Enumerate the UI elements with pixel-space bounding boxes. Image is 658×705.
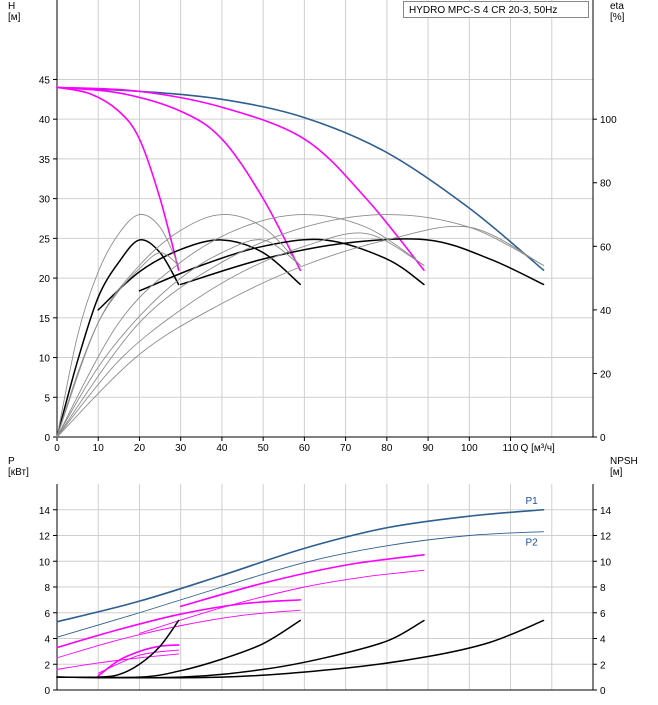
y2-axis-unit: [%] (610, 12, 625, 23)
y-tick-label: 6 (44, 609, 50, 620)
y2-axis-label: eta (610, 1, 624, 12)
curve-head-0 (56, 86, 545, 271)
curve-head-1 (56, 86, 180, 271)
x-tick-label: 100 (461, 443, 478, 454)
curve-p-6 (56, 609, 301, 659)
curve-eta-14 (56, 232, 425, 438)
curve-npsh-11 (56, 619, 425, 679)
curve-eta-12 (56, 252, 180, 438)
curve-eta-7 (179, 238, 545, 286)
curve-p2-1 (56, 531, 544, 638)
y-tick-label: 0 (44, 433, 50, 444)
curve-eta-15 (56, 225, 544, 438)
y2-tick-label: 100 (600, 115, 617, 126)
y-tick-label: 10 (39, 557, 51, 568)
x-axis-label: Q [м³/ч] (521, 443, 556, 454)
y2-tick-label: 40 (600, 306, 612, 317)
panel-head-efficiency (53, 0, 597, 441)
curve-p-5 (97, 649, 180, 674)
curve-eta-5 (97, 239, 302, 311)
y2-tick-label: 8 (600, 583, 606, 594)
y-axis-label: H (8, 1, 15, 12)
x-tick-label: 90 (423, 443, 435, 454)
x-tick-label: 70 (340, 443, 352, 454)
curve-p-4 (179, 554, 425, 608)
y-tick-label: 0 (44, 686, 50, 697)
y2-tick-label: 14 (600, 506, 612, 517)
y2-axis-label: NPSH (610, 456, 638, 467)
y-tick-label: 45 (39, 75, 51, 86)
y2-tick-label: 12 (600, 532, 612, 543)
y-axis-unit: [кВт] (8, 467, 29, 478)
x-tick-label: 50 (258, 443, 270, 454)
curve-eta-6 (138, 238, 425, 292)
y2-tick-label: 10 (600, 557, 612, 568)
y-tick-label: 40 (39, 115, 51, 126)
y-tick-label: 5 (44, 393, 50, 404)
x-tick-label: 60 (299, 443, 311, 454)
y-tick-label: 25 (39, 234, 51, 245)
x-tick-label: 110 (503, 443, 519, 454)
y2-tick-label: 20 (600, 369, 612, 380)
panel-power-npsh (53, 484, 597, 691)
curve-p-3 (56, 599, 302, 649)
curve-head-2 (56, 86, 302, 271)
y-tick-label: 14 (39, 506, 51, 517)
curve-p-7 (139, 569, 425, 634)
y-axis-label: P (8, 456, 15, 467)
curve-p-8 (56, 653, 180, 670)
y-tick-label: 30 (39, 195, 51, 206)
y-tick-label: 35 (39, 155, 51, 166)
y-tick-label: 8 (44, 583, 50, 594)
chart-title: HYDRO MPC-S 4 CR 20-3, 50Hz (403, 1, 589, 18)
y-tick-label: 4 (44, 635, 50, 646)
x-tick-label: 80 (381, 443, 393, 454)
y-tick-label: 2 (44, 660, 50, 671)
curve-eta-9 (56, 214, 301, 438)
curve-eta-4 (56, 238, 180, 438)
x-tick-label: 30 (175, 443, 187, 454)
y-tick-label: 12 (39, 532, 51, 543)
y2-tick-label: 4 (600, 635, 606, 646)
y2-tick-label: 60 (600, 242, 612, 253)
curve-p1-0 (56, 508, 545, 623)
curve-eta-8 (56, 213, 180, 438)
x-tick-label: 40 (216, 443, 228, 454)
y-axis-unit: [м] (8, 12, 21, 23)
curve-npsh-12 (56, 619, 545, 679)
x-tick-label: 20 (134, 443, 146, 454)
series-label-p1: P1 (526, 496, 539, 507)
x-tick-label: 10 (93, 443, 105, 454)
series-label-p2: P2 (526, 538, 539, 549)
x-tick-label: 0 (54, 443, 60, 454)
curve-eta-10 (56, 214, 425, 438)
y2-axis-unit: [м] (610, 467, 623, 478)
y2-tick-label: 2 (600, 660, 606, 671)
curve-head-3 (56, 86, 425, 271)
y2-tick-label: 6 (600, 609, 606, 620)
y2-tick-label: 80 (600, 179, 612, 190)
y-tick-label: 10 (39, 354, 51, 365)
y2-tick-label: 0 (600, 686, 606, 697)
curve-p-2 (97, 644, 180, 677)
y2-tick-label: 0 (600, 433, 606, 444)
curve-eta-13 (56, 239, 301, 438)
y-tick-label: 20 (39, 274, 51, 285)
y-tick-label: 15 (39, 314, 51, 325)
